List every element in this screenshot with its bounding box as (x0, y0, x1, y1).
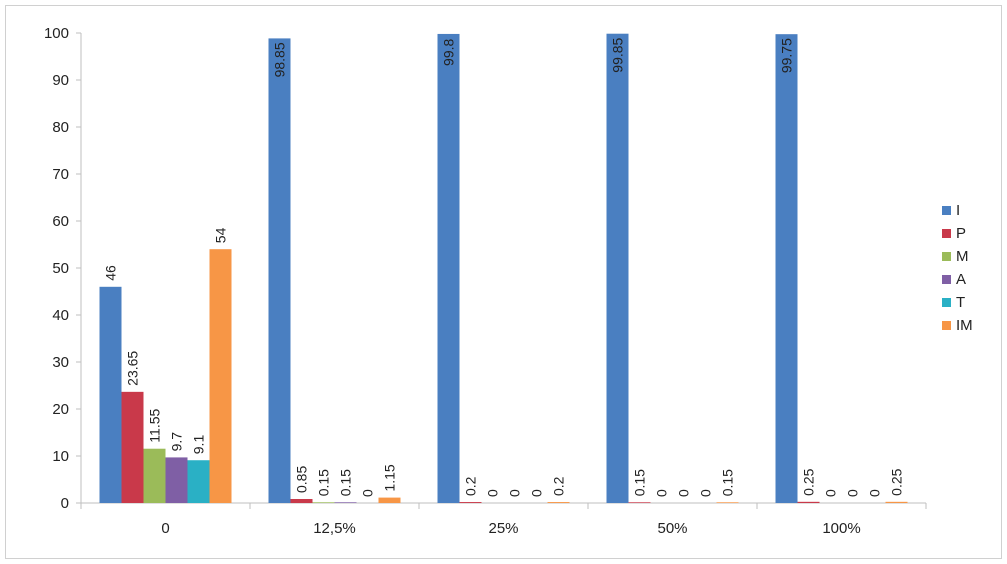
legend-swatch-im (942, 321, 951, 330)
y-tick-label: 10 (52, 448, 69, 465)
data-label: 99.85 (610, 37, 626, 72)
data-label: 0 (529, 489, 545, 497)
data-label: 0 (676, 489, 692, 497)
data-label: 0 (485, 489, 501, 497)
legend-swatch-t (942, 298, 951, 307)
bar-i (606, 33, 629, 503)
bar-p (797, 501, 820, 503)
bar-m (312, 502, 335, 503)
data-label: 1.15 (382, 464, 398, 491)
legend-swatch-p (942, 229, 951, 238)
data-label: 46 (103, 265, 119, 281)
x-tick-label: 50% (657, 520, 687, 537)
legend-swatch-a (942, 275, 951, 284)
data-label: 9.7 (169, 432, 185, 452)
y-tick-label: 70 (52, 166, 69, 183)
data-label: 0 (360, 489, 376, 497)
bar-i (437, 33, 460, 503)
data-label: 54 (213, 227, 229, 243)
data-label: 0 (698, 489, 714, 497)
bar-i (99, 286, 122, 503)
y-tick-label: 50 (52, 260, 69, 277)
legend-label-im: IM (956, 317, 973, 334)
legend-swatch-m (942, 252, 951, 261)
data-label: 0.15 (316, 469, 332, 496)
data-label: 0.15 (720, 469, 736, 496)
bar-p (290, 499, 313, 503)
data-label: 0.15 (338, 469, 354, 496)
data-label: 0.2 (551, 476, 567, 496)
data-label: 99.8 (441, 38, 457, 65)
bar-a (165, 457, 188, 503)
y-tick-label: 30 (52, 354, 69, 371)
data-label: 11.55 (147, 409, 163, 443)
data-label: 99.75 (779, 38, 795, 73)
legend-label-a: A (956, 271, 966, 288)
bar-im (547, 502, 570, 503)
data-label: 0 (654, 489, 670, 497)
data-label: 0.25 (801, 468, 817, 495)
data-label: 23.65 (125, 351, 141, 386)
x-tick-label: 100% (822, 520, 860, 537)
chart-area: 0 10 20 30 40 50 60 70 80 90 100 0 46 23.65 11.55 9.7 9.… (5, 5, 1002, 559)
bar-im (885, 501, 908, 503)
legend-label-p: P (956, 225, 966, 242)
y-tick-label: 40 (52, 307, 69, 324)
x-tick-label: 25% (488, 520, 518, 537)
y-tick-label: 80 (52, 119, 69, 136)
data-label: 9.1 (191, 435, 207, 455)
y-tick-label: 20 (52, 401, 69, 418)
data-label: 0.15 (632, 469, 648, 496)
bar-p (121, 391, 144, 503)
bar-a (334, 502, 357, 503)
bar-im (716, 502, 739, 503)
data-label: 0.25 (889, 468, 905, 495)
bar-chart: 0 10 20 30 40 50 60 70 80 90 100 0 46 23.65 11.55 9.7 9.… (44, 25, 973, 537)
y-tick-label: 0 (61, 495, 69, 512)
bar-i (268, 38, 291, 503)
data-label: 0 (823, 489, 839, 497)
bar-p (459, 502, 482, 503)
x-tick-label: 0 (161, 520, 169, 537)
bar-p (628, 502, 651, 503)
bar-i (775, 34, 798, 504)
x-tick-label: 12,5% (313, 520, 356, 537)
y-tick-label: 100 (44, 25, 69, 42)
data-label: 0 (867, 489, 883, 497)
data-label: 0.85 (294, 466, 310, 493)
legend-label-m: M (956, 248, 969, 265)
legend-swatch-i (942, 206, 951, 215)
data-label: 0.2 (463, 476, 479, 496)
y-tick-label: 90 (52, 72, 69, 89)
data-label: 0 (845, 489, 861, 497)
data-label: 0 (507, 489, 523, 497)
legend-label-i: I (956, 202, 960, 219)
bar-im (378, 497, 401, 503)
bar-m (143, 448, 166, 503)
legend-label-t: T (956, 294, 965, 311)
y-tick-label: 60 (52, 213, 69, 230)
bar-t (187, 460, 210, 503)
bar-im (209, 249, 232, 503)
data-label: 98.85 (272, 42, 288, 77)
